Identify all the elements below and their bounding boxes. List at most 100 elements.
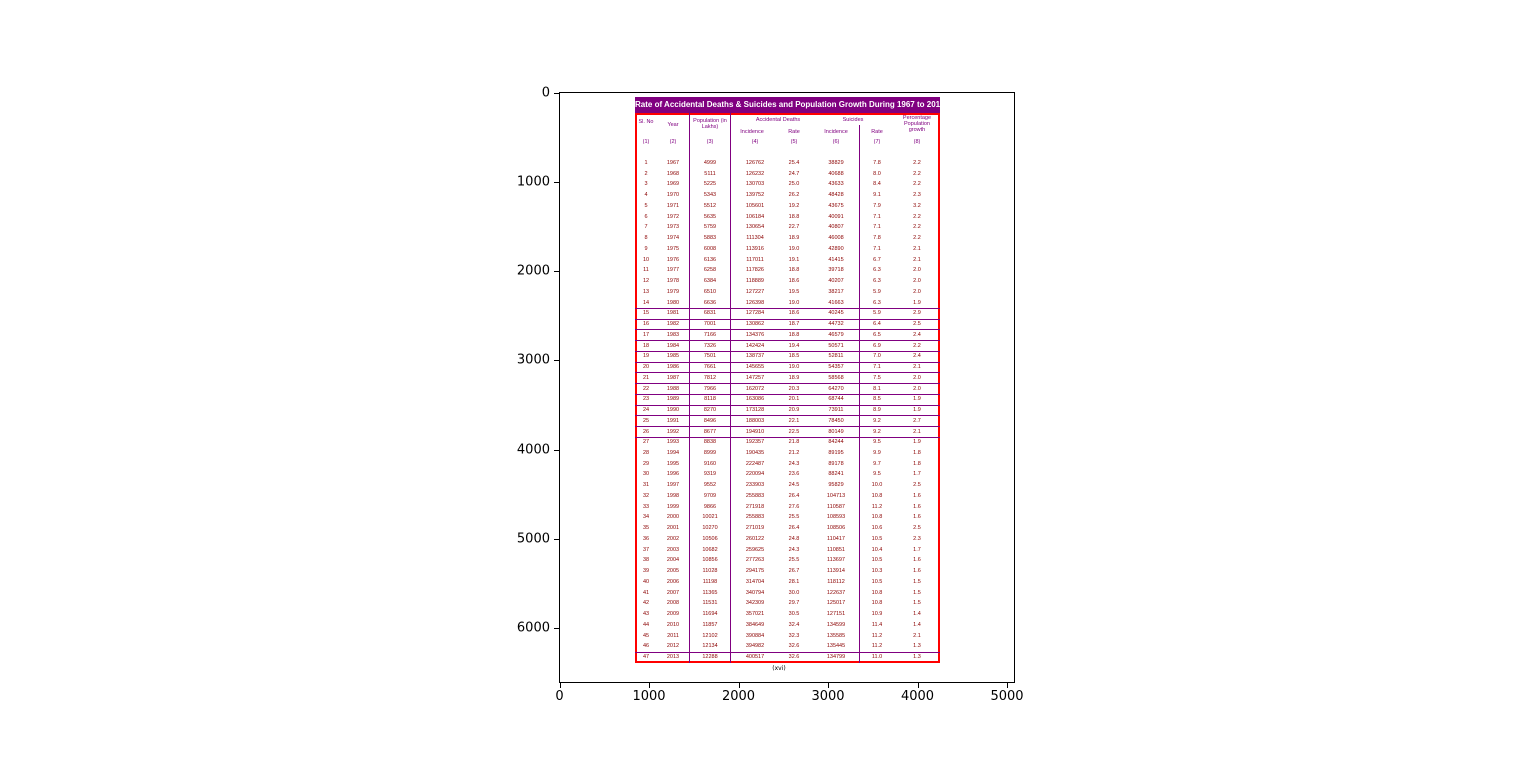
- table-cell: 18.8: [788, 331, 800, 338]
- table-cell: 1.4: [913, 611, 921, 618]
- column-number: (4): [751, 139, 759, 145]
- table-cell: 2.5: [913, 525, 921, 532]
- row-divider: [635, 350, 940, 352]
- table-cell: 127227: [745, 288, 765, 295]
- table-cell: 26.7: [788, 568, 800, 575]
- page-caption: (xvi): [772, 665, 786, 672]
- table-cell: 10021: [702, 514, 718, 521]
- table-cell: 2002: [666, 535, 680, 542]
- table-cell: 1978: [666, 278, 680, 285]
- table-cell: 1981: [666, 310, 680, 317]
- table-cell: 80149: [828, 428, 844, 435]
- table-cell: 147257: [745, 374, 765, 381]
- table-cell: 127284: [745, 310, 765, 317]
- table-cell: 1994: [666, 449, 680, 456]
- table-cell: 10506: [702, 535, 718, 542]
- table-cell: 134799: [826, 654, 846, 661]
- table-cell: 29.7: [788, 600, 800, 607]
- table-cell: 25.0: [788, 181, 800, 188]
- table-cell: 271918: [745, 503, 765, 510]
- table-cell: 2.1: [913, 256, 921, 263]
- row-divider: [635, 340, 940, 342]
- y-tick-label: 4000: [516, 442, 550, 458]
- row-divider: [635, 361, 940, 363]
- table-cell: 5635: [703, 213, 717, 220]
- table-cell: 30.0: [788, 589, 800, 596]
- table-cell: 400517: [745, 654, 765, 661]
- table-cell: 18.9: [788, 374, 800, 381]
- table-cell: 20.3: [788, 385, 800, 392]
- table-cell: 1999: [666, 503, 680, 510]
- table-cell: 32.3: [788, 632, 800, 639]
- table-cell: 34: [642, 514, 650, 521]
- row-divider: [635, 651, 940, 653]
- table-cell: 134376: [745, 331, 765, 338]
- table-cell: 4999: [703, 160, 717, 166]
- table-cell: 1968: [666, 170, 680, 177]
- table-cell: 39718: [828, 267, 844, 274]
- table-cell: 188003: [745, 417, 765, 424]
- table-cell: 110851: [827, 546, 845, 553]
- table-cell: 9709: [703, 492, 717, 499]
- table-cell: 46008: [828, 235, 844, 242]
- table-cell: 11: [643, 267, 649, 274]
- table-cell: 2.0: [913, 267, 921, 274]
- table-cell: 118889: [746, 278, 764, 285]
- table-cell: 26.4: [788, 525, 800, 532]
- table-cell: 10682: [702, 546, 718, 553]
- table-cell: 7.5: [873, 374, 881, 381]
- table-cell: 126232: [745, 170, 765, 177]
- table-cell: 1.3: [913, 654, 921, 661]
- table-cell: 47: [642, 654, 650, 661]
- table-cell: 2.0: [913, 385, 921, 392]
- table-cell: 271019: [745, 525, 765, 532]
- table-cell: 2.2: [913, 235, 921, 242]
- table-cell: 5225: [703, 181, 717, 188]
- table-cell: 9.5: [873, 439, 881, 446]
- table-cell: 27: [642, 439, 650, 446]
- table-cell: 1993: [666, 439, 680, 446]
- header-year: Year: [667, 122, 679, 128]
- table-cell: 10.6: [871, 525, 883, 532]
- table-cell: 2.2: [913, 213, 921, 220]
- table-cell: 7.1: [873, 213, 881, 220]
- table-cell: 16: [642, 321, 650, 328]
- table-cell: 8.9: [873, 407, 881, 414]
- table-cell: 8677: [703, 428, 717, 435]
- y-tick: [554, 539, 559, 540]
- table-cell: 2009: [666, 611, 680, 618]
- table-cell: 110587: [827, 503, 845, 510]
- table-cell: 24.5: [788, 482, 800, 489]
- header-sui-rate: Rate: [871, 129, 883, 135]
- table-cell: 22.1: [788, 417, 800, 424]
- table-cell: 43: [642, 611, 650, 618]
- table-cell: 2.1: [913, 632, 921, 639]
- table-cell: 277263: [745, 557, 765, 564]
- x-tick: [828, 683, 829, 688]
- table-cell: 10270: [702, 525, 718, 532]
- table-cell: 1991: [666, 417, 680, 424]
- table-cell: 2003: [666, 546, 680, 553]
- table-cell: 19.0: [788, 364, 800, 371]
- table-cell: 9.1: [873, 192, 881, 199]
- table-cell: 1.7: [913, 546, 921, 553]
- table-cell: 11.4: [871, 621, 883, 628]
- table-cell: 58568: [828, 374, 844, 381]
- table-cell: 5: [644, 202, 648, 209]
- table-cell: 2011: [667, 632, 679, 639]
- table-cell: 7.1: [873, 364, 881, 371]
- table-cell: 3.2: [913, 202, 921, 209]
- table-cell: 390884: [745, 632, 765, 639]
- table-cell: 134599: [826, 621, 846, 628]
- table-cell: 8999: [703, 449, 717, 456]
- x-tick-label: 5000: [990, 689, 1024, 704]
- table-cell: 1977: [666, 267, 680, 274]
- table-cell: 19.2: [788, 202, 800, 209]
- table-cell: 6.7: [873, 256, 881, 263]
- table-cell: 43675: [828, 202, 844, 209]
- y-tick-label: 2000: [516, 263, 550, 279]
- table-cell: 68744: [828, 396, 844, 403]
- column-number: (2): [669, 139, 677, 145]
- table-cell: 28: [642, 449, 650, 456]
- table-cell: 6.5: [873, 331, 881, 338]
